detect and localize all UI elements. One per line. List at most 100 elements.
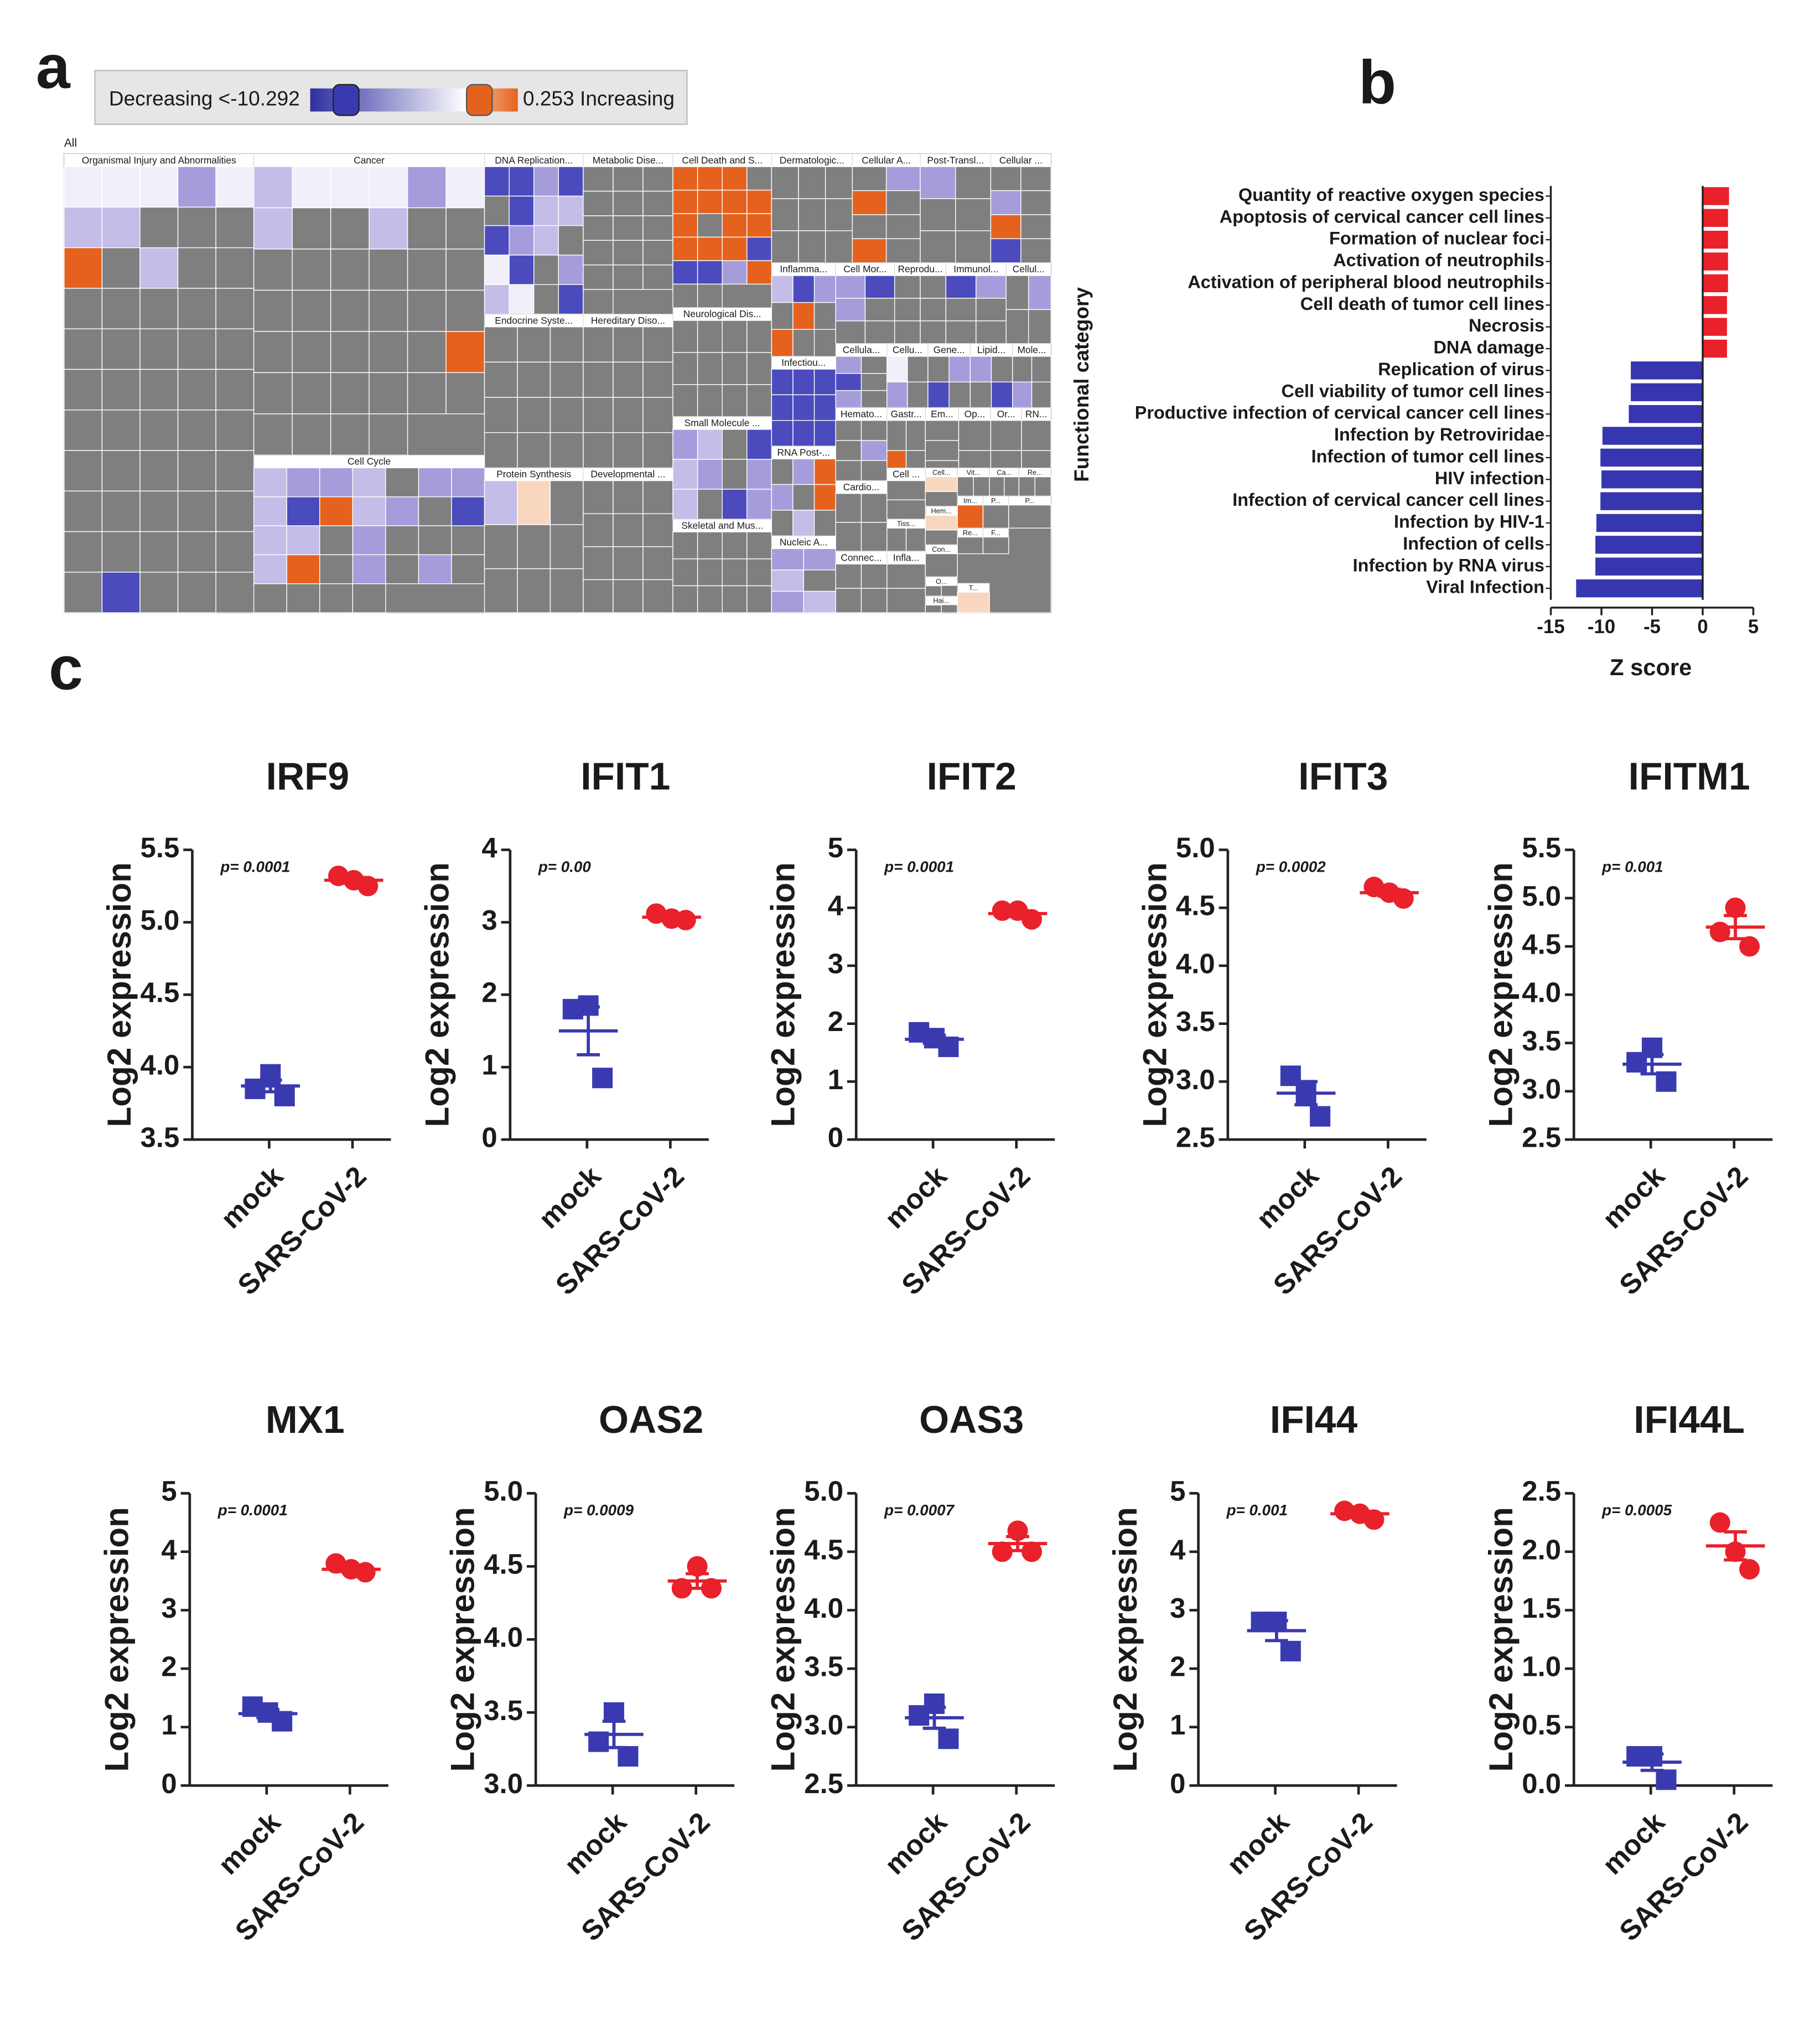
- treemap-group-label: F...: [991, 529, 1000, 537]
- treemap-cell: [583, 240, 614, 266]
- treemap-cell: [64, 490, 103, 532]
- y-tick-label: 4.5: [804, 1534, 843, 1565]
- treemap-cell: [253, 525, 287, 556]
- treemap-cell: [549, 480, 584, 525]
- treemap-cell: [955, 198, 992, 231]
- y-tick-label: 1: [1170, 1709, 1185, 1741]
- treemap-cell: [139, 206, 179, 248]
- treemap-group-label: Organismal Injury and Abnormalities: [82, 154, 236, 165]
- treemap-cell: [672, 283, 698, 308]
- chart-title: IFI44: [1270, 1398, 1358, 1441]
- y-tick-label: 0: [481, 1121, 497, 1153]
- treemap-cell: [177, 490, 216, 532]
- y-tick-label: 5.0: [1176, 832, 1215, 863]
- y-tick-label: 1.0: [1522, 1651, 1561, 1682]
- treemap-cell: [583, 579, 614, 613]
- y-axis-label: Log2 expression: [444, 1507, 481, 1772]
- y-tick-label: 1: [481, 1049, 497, 1081]
- treemap-cell: [484, 195, 510, 226]
- treemap-cell: [215, 450, 255, 491]
- treemap-cell: [533, 284, 559, 315]
- y-tick-label: 3.5: [804, 1651, 843, 1682]
- chart-title: IFIT1: [580, 755, 670, 798]
- x-tick-label: mock: [558, 1806, 633, 1881]
- chart-title: IFITM1: [1629, 755, 1750, 798]
- treemap-cell: [746, 459, 772, 490]
- bar: [1631, 383, 1703, 401]
- sem-bar: [339, 1565, 363, 1573]
- treemap-cell: [642, 240, 673, 266]
- treemap-group-label: Re...: [1028, 468, 1043, 477]
- chart-title: OAS2: [599, 1398, 703, 1441]
- treemap-cell: [484, 326, 518, 362]
- y-axis-label: Log2 expression: [1106, 1507, 1144, 1772]
- treemap-cell: [484, 255, 510, 285]
- bar: [1703, 318, 1727, 336]
- treemap-cell: [64, 247, 103, 289]
- treemap-cell: [369, 372, 408, 415]
- treemap-cell: [771, 329, 794, 357]
- treemap-cell: [407, 248, 447, 291]
- treemap-cell: [613, 432, 644, 469]
- treemap-cell: [860, 493, 888, 523]
- bar: [1703, 230, 1728, 249]
- treemap-cell: [885, 238, 921, 263]
- treemap-cell: [385, 525, 419, 556]
- y-tick-label: 4: [161, 1534, 177, 1565]
- treemap-cell: [905, 420, 926, 451]
- treemap-cell: [445, 166, 485, 209]
- treemap-cell: [860, 563, 888, 589]
- treemap-cell: [990, 214, 1022, 240]
- y-tick-label: 4.5: [1176, 890, 1215, 921]
- treemap-cell: [886, 480, 926, 500]
- category-label: Cell viability of tumor cell lines: [1282, 381, 1544, 401]
- treemap-cell: [292, 413, 331, 455]
- bar: [1595, 536, 1703, 554]
- treemap-cell: [792, 510, 815, 536]
- treemap-group-label: Ca...: [997, 468, 1012, 477]
- treemap-cell: [139, 166, 179, 208]
- treemap-cell: [803, 569, 836, 592]
- treemap-cell: [860, 588, 888, 613]
- treemap-cell: [1034, 476, 1051, 497]
- y-tick-label: 3: [1170, 1592, 1185, 1624]
- treemap-cell: [672, 429, 698, 460]
- bar: [1576, 579, 1703, 598]
- panel-label: c: [49, 633, 83, 702]
- treemap-cell: [1031, 356, 1051, 382]
- treemap-group-label: Vit...: [967, 468, 981, 477]
- treemap-cell: [948, 356, 971, 382]
- treemap-cell: [369, 166, 408, 209]
- treemap-cell: [139, 450, 179, 491]
- legend-low: Decreasing <-10.292: [109, 86, 300, 110]
- y-tick-label: 5.0: [484, 1475, 523, 1507]
- treemap-cell: [722, 429, 748, 460]
- x-tick-label: -10: [1588, 617, 1615, 638]
- treemap-cell: [798, 166, 826, 199]
- treemap-cell: [771, 591, 804, 613]
- treemap-cell: [292, 248, 331, 291]
- y-axis-label: Log2 expression: [100, 862, 138, 1127]
- treemap-cell: [813, 394, 836, 421]
- data-point: [671, 1578, 692, 1599]
- treemap-cell: [894, 298, 921, 322]
- treemap-cell: [418, 525, 452, 556]
- treemap-cell: [907, 356, 929, 382]
- treemap-cell: [583, 215, 614, 241]
- treemap-cell: [990, 238, 1022, 263]
- treemap-cell: [722, 459, 748, 490]
- treemap-cell: [64, 572, 103, 613]
- treemap-cell: [771, 569, 804, 592]
- treemap-cell: [920, 166, 956, 199]
- treemap-cell: [583, 513, 614, 547]
- treemap-cell: [517, 326, 551, 362]
- category-label: Activation of peripheral blood neutrophi…: [1188, 272, 1544, 292]
- treemap-cell: [835, 390, 862, 408]
- p-value: p= 0.0002: [1256, 858, 1326, 875]
- treemap-cell: [672, 585, 698, 613]
- treemap-cell: [101, 369, 141, 411]
- x-tick-label: mock: [879, 1160, 953, 1235]
- sem-bar: [1724, 914, 1747, 940]
- treemap-cell: [253, 413, 293, 455]
